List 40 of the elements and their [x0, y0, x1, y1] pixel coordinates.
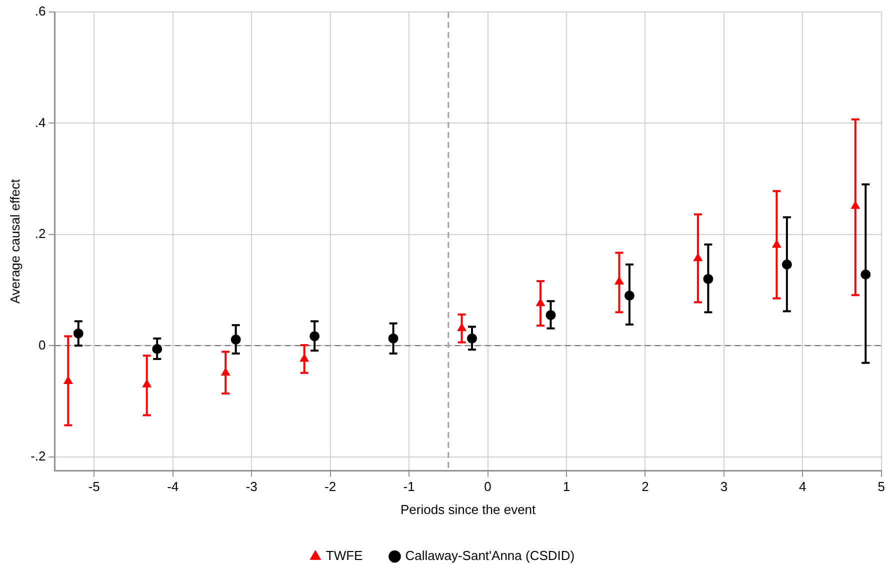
y-axis-title: Average causal effect — [7, 178, 22, 304]
point — [624, 290, 634, 301]
x-axis-title: Periods since the event — [400, 502, 536, 517]
y-tick-label: 0 — [38, 337, 46, 352]
point — [546, 310, 556, 320]
point — [772, 240, 782, 248]
y-tick-label: .4 — [34, 114, 46, 130]
point — [152, 344, 162, 354]
legend-label: Callaway-Sant'Anna (CSDID) — [405, 548, 575, 564]
point — [782, 259, 792, 270]
point — [221, 368, 230, 376]
x-tick-label: 3 — [720, 479, 728, 494]
legend-label: TWFE — [326, 548, 364, 564]
x-tick-label: -2 — [324, 479, 336, 494]
point — [73, 328, 84, 338]
y-tick-label: .2 — [34, 226, 46, 242]
point — [230, 334, 241, 345]
point — [310, 331, 320, 342]
point — [388, 333, 398, 344]
x-tick-label: 4 — [799, 479, 806, 494]
point — [457, 323, 466, 332]
point — [64, 376, 73, 384]
x-tick-label: -3 — [246, 479, 258, 494]
point — [142, 380, 152, 388]
point — [703, 274, 714, 284]
point — [300, 354, 309, 362]
point — [614, 276, 624, 284]
point — [467, 333, 478, 344]
y-tick-label: -.2 — [30, 448, 46, 464]
point — [851, 201, 860, 209]
point — [694, 253, 702, 262]
x-tick-label: 0 — [484, 479, 492, 494]
x-tick-label: -4 — [167, 479, 179, 494]
y-tick-label: .6 — [34, 4, 46, 19]
x-tick-label: -5 — [88, 479, 100, 494]
x-tick-label: 2 — [642, 479, 649, 494]
x-tick-label: -1 — [403, 479, 415, 494]
x-tick-label: 5 — [878, 479, 885, 494]
x-tick-label: 1 — [562, 479, 570, 494]
point — [860, 269, 871, 280]
